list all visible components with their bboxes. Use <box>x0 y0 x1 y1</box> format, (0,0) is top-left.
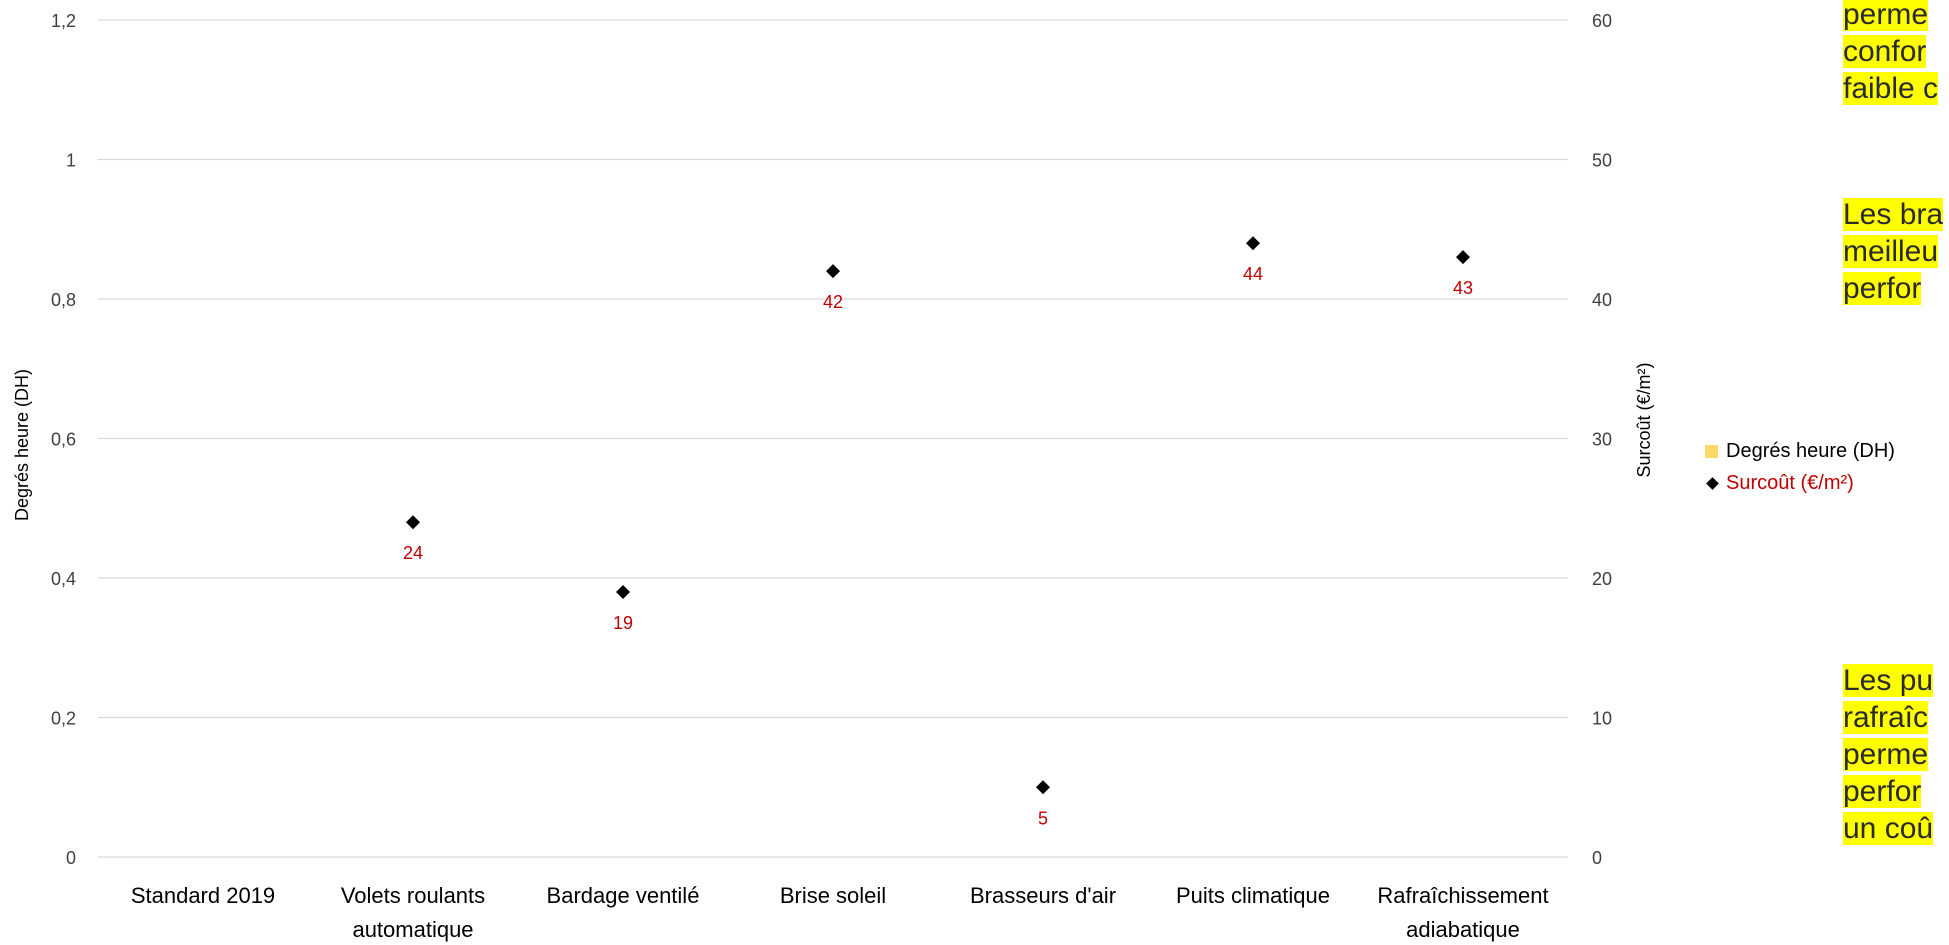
data-label: 24 <box>403 543 423 563</box>
data-label: 19 <box>613 613 633 633</box>
note-line: perme <box>1843 0 1929 31</box>
data-label: 42 <box>823 292 843 312</box>
category-label: Bardage ventilé <box>547 883 700 908</box>
gridlines <box>98 19 1568 858</box>
right-tick-label: 50 <box>1592 151 1612 171</box>
right-tick-label: 20 <box>1592 569 1612 589</box>
category-label: Brise soleil <box>780 883 886 908</box>
note-line: faible c <box>1843 72 1939 105</box>
category-label: Puits climatique <box>1176 883 1330 908</box>
data-point-diamond <box>826 264 840 279</box>
right-axis-title: Surcoût (€/m²) <box>1634 362 1654 477</box>
left-axis-title: Degrés heure (DH) <box>12 369 32 521</box>
note-line: Les bra <box>1843 198 1944 231</box>
data-point-diamond <box>1456 250 1470 265</box>
note-text-1: perme confor faible c <box>1843 0 1949 107</box>
left-axis-ticks: 0 0,2 0,4 0,6 0,8 1 1,2 <box>51 11 76 868</box>
note-text-3: Les pu rafraîc perme perfor un coû <box>1843 662 1949 847</box>
category-label: Standard 2019 <box>131 883 275 908</box>
legend-item-surcout: Surcoût (€/m²) <box>1705 467 1895 499</box>
data-labels: 24 19 42 5 44 43 <box>403 264 1473 828</box>
right-tick-label: 30 <box>1592 430 1612 450</box>
left-tick-label: 1,2 <box>51 11 76 31</box>
right-tick-label: 10 <box>1592 709 1612 729</box>
left-tick-label: 1 <box>66 151 76 171</box>
data-label: 43 <box>1453 278 1473 298</box>
data-point-diamond <box>1246 236 1260 251</box>
data-label: 5 <box>1038 808 1048 828</box>
category-label: automatique <box>352 917 473 942</box>
legend-diamond-icon <box>1706 476 1719 490</box>
data-point-diamond <box>616 584 630 599</box>
right-tick-label: 40 <box>1592 290 1612 310</box>
note-line: un coû <box>1843 812 1934 845</box>
left-tick-label: 0,4 <box>51 569 76 589</box>
data-label: 44 <box>1243 264 1263 284</box>
category-label: Volets roulants <box>341 883 485 908</box>
note-text-2: Les bra meilleu perfor <box>1843 196 1949 307</box>
right-tick-label: 0 <box>1592 848 1602 868</box>
data-point-diamond <box>1036 780 1050 795</box>
note-line: Les pu <box>1843 664 1934 697</box>
left-tick-label: 0 <box>66 848 76 868</box>
data-points <box>406 236 1470 795</box>
legend: Degrés heure (DH) Surcoût (€/m²) <box>1705 435 1895 499</box>
note-line: perfor <box>1843 272 1922 305</box>
right-tick-label: 60 <box>1592 11 1612 31</box>
note-line: perme <box>1843 738 1929 771</box>
legend-square-icon <box>1705 444 1718 458</box>
category-label: adiabatique <box>1406 917 1520 942</box>
legend-label: Surcoût (€/m²) <box>1726 471 1854 494</box>
note-line: meilleu <box>1843 235 1939 268</box>
right-axis-ticks: 0 10 20 30 40 50 60 <box>1592 11 1612 868</box>
note-line: rafraîc <box>1843 701 1929 734</box>
category-labels: Standard 2019 Volets roulants automatique B… <box>131 883 1549 942</box>
left-tick-label: 0,2 <box>51 709 76 729</box>
category-label: Rafraîchissement <box>1377 883 1548 908</box>
note-line: perfor <box>1843 775 1922 808</box>
legend-label: Degrés heure (DH) <box>1726 439 1895 462</box>
left-tick-label: 0,6 <box>51 430 76 450</box>
left-tick-label: 0,8 <box>51 290 76 310</box>
category-label: Brasseurs d'air <box>970 883 1116 908</box>
data-point-diamond <box>406 515 420 530</box>
note-line: confor <box>1843 35 1927 68</box>
legend-item-degres-heure: Degrés heure (DH) <box>1705 435 1895 467</box>
